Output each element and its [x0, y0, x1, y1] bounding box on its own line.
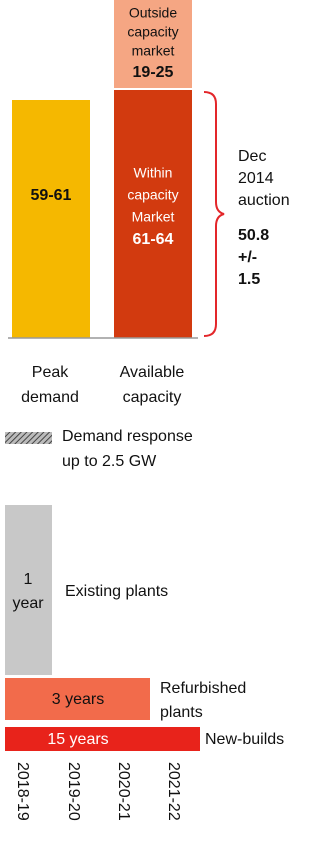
existing-duration: year — [12, 595, 44, 612]
outside-value: 19-25 — [133, 64, 174, 81]
auction-label: Dec — [238, 148, 266, 165]
within-value: 61-64 — [133, 231, 174, 248]
year-label: 2018-19 — [14, 762, 31, 821]
peak-bar — [12, 100, 90, 338]
new-builds-duration: 15 years — [47, 731, 108, 748]
available-label: capacity — [123, 389, 182, 406]
peak-label: demand — [21, 389, 79, 406]
outside-label: capacity — [127, 24, 178, 40]
within-label: capacity — [127, 187, 178, 203]
outside-label: Outside — [129, 5, 177, 21]
new-builds-bar — [5, 727, 200, 751]
refurbished-duration: 3 years — [52, 691, 104, 708]
peak-label: Peak — [32, 364, 69, 381]
demand-response: up to 2.5 GW — [62, 453, 157, 470]
outside-bar — [114, 0, 192, 88]
refurbished-label: Refurbished — [160, 680, 246, 697]
within-bar — [114, 90, 192, 338]
brace — [203, 91, 225, 337]
peak-value: 59-61 — [31, 187, 72, 204]
year-label: 2020-21 — [115, 762, 132, 821]
existing-duration: 1 — [24, 571, 33, 588]
within-label: Within — [134, 165, 173, 181]
auction-value: +/- — [238, 249, 257, 266]
outside-label: market — [132, 43, 175, 59]
new-builds-label: New-builds — [205, 731, 284, 748]
auction-label: auction — [238, 192, 290, 209]
auction-label: 2014 — [238, 170, 274, 187]
auction-value: 50.8 — [238, 227, 269, 244]
auction-value: 1.5 — [238, 271, 260, 288]
year-label: 2021-22 — [165, 762, 182, 821]
existing-bar — [5, 505, 52, 675]
refurbished-bar — [5, 678, 150, 720]
available-label: Available — [120, 364, 185, 381]
refurbished-label: plants — [160, 704, 203, 721]
hatch-swatch — [5, 432, 52, 444]
year-label: 2019-20 — [65, 762, 82, 821]
demand-response: Demand response — [62, 428, 193, 445]
within-label: Market — [132, 209, 175, 225]
existing-label: Existing plants — [65, 583, 168, 600]
